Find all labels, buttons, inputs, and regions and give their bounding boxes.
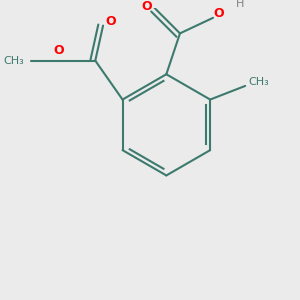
Text: O: O — [142, 0, 152, 13]
Text: O: O — [53, 44, 64, 57]
Text: O: O — [106, 15, 116, 28]
Text: CH₃: CH₃ — [248, 77, 269, 87]
Text: H: H — [236, 0, 244, 9]
Text: CH₃: CH₃ — [3, 56, 24, 66]
Text: O: O — [214, 8, 224, 20]
